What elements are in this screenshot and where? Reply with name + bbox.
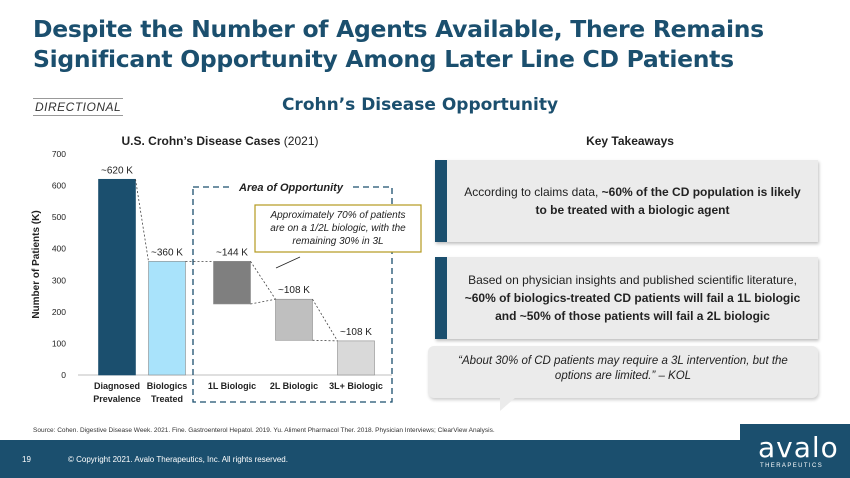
- connector-line: [250, 261, 276, 300]
- page-title: Despite the Number of Agents Available, …: [33, 15, 764, 73]
- category-label: Treated: [151, 394, 183, 404]
- data-label: ~144 K: [216, 247, 248, 258]
- category-label: 1L Biologic: [208, 381, 256, 391]
- connector-line: [135, 179, 149, 262]
- y-axis-label: Number of Patients (K): [31, 210, 42, 318]
- key-takeaways-title: Key Takeaways: [586, 134, 674, 148]
- connector-line: [312, 339, 338, 342]
- y-tick-label: 700: [52, 149, 66, 159]
- opportunity-label: Area of Opportunity: [238, 182, 344, 194]
- chart-title-year: (2021): [283, 134, 319, 148]
- y-tick-label: 500: [52, 212, 66, 222]
- page-number: 19: [22, 455, 31, 464]
- takeaway-card-physician: Based on physician insights and publishe…: [435, 257, 818, 339]
- connector-line: [250, 298, 276, 305]
- connector-line: [312, 299, 338, 342]
- avalo-logo: avalo THERAPEUTICS: [748, 427, 838, 477]
- takeaway-1-bold: ~60% of the CD population is likely to b…: [535, 185, 801, 217]
- callout-text: Approximately 70% of patients: [269, 210, 405, 221]
- bar-2: [148, 261, 186, 376]
- y-tick-label: 300: [52, 275, 66, 285]
- data-label: ~620 K: [101, 165, 133, 176]
- chart-title-main: U.S. Crohn’s Disease Cases: [121, 134, 284, 148]
- data-label: ~360 K: [151, 247, 183, 258]
- bar-5: [337, 340, 375, 376]
- logo-subtitle: THERAPEUTICS: [760, 463, 824, 469]
- source-note: Source: Cohen. Digestive Disease Week. 2…: [33, 427, 495, 434]
- takeaway-2-bold: ~60% of biologics-treated CD patients wi…: [464, 291, 801, 323]
- directional-label: DIRECTIONAL: [33, 98, 124, 116]
- y-tick-label: 100: [52, 338, 66, 348]
- y-tick-label: 200: [52, 307, 66, 317]
- bar-4: [275, 298, 313, 341]
- y-tick-label: 400: [52, 244, 66, 254]
- takeaway-card-claims: According to claims data, ~60% of the CD…: [435, 160, 818, 242]
- data-label: ~108 K: [340, 327, 372, 338]
- opportunity-label-bg: [232, 180, 350, 195]
- callout-text: are on a 1/2L biologic, with the: [270, 223, 406, 234]
- category-label: Prevalence: [93, 394, 141, 404]
- category-label: 2L Biologic: [270, 381, 318, 391]
- callout-box: [254, 204, 422, 253]
- chart-title: U.S. Crohn’s Disease Cases (2021): [60, 134, 380, 148]
- quote-tail: [500, 397, 516, 411]
- data-label: ~108 K: [278, 285, 310, 296]
- category-label: Biologics: [147, 381, 188, 391]
- y-tick-label: 600: [52, 181, 66, 191]
- takeaway-1-text: According to claims data,: [464, 185, 602, 199]
- category-label: Diagnosed: [94, 381, 140, 391]
- bar-3: [213, 261, 251, 305]
- takeaway-2-text: Based on physician insights and publishe…: [468, 273, 797, 287]
- callout-pointer: [275, 256, 301, 269]
- category-label: 3L+ Biologic: [329, 381, 383, 391]
- callout-text: remaining 30% in 3L: [292, 236, 383, 247]
- kol-quote: “About 30% of CD patients may require a …: [428, 346, 818, 398]
- footer-bar: 19 © Copyright 2021. Avalo Therapeutics,…: [0, 440, 850, 478]
- section-subtitle: Crohn’s Disease Opportunity: [281, 95, 559, 115]
- logo-word: avalo: [758, 431, 839, 464]
- y-tick-label: 0: [61, 370, 66, 380]
- copyright: © Copyright 2021. Avalo Therapeutics, In…: [68, 455, 288, 464]
- logo-background: [740, 424, 850, 478]
- bar-1: [98, 178, 136, 376]
- opportunity-box: [192, 186, 393, 403]
